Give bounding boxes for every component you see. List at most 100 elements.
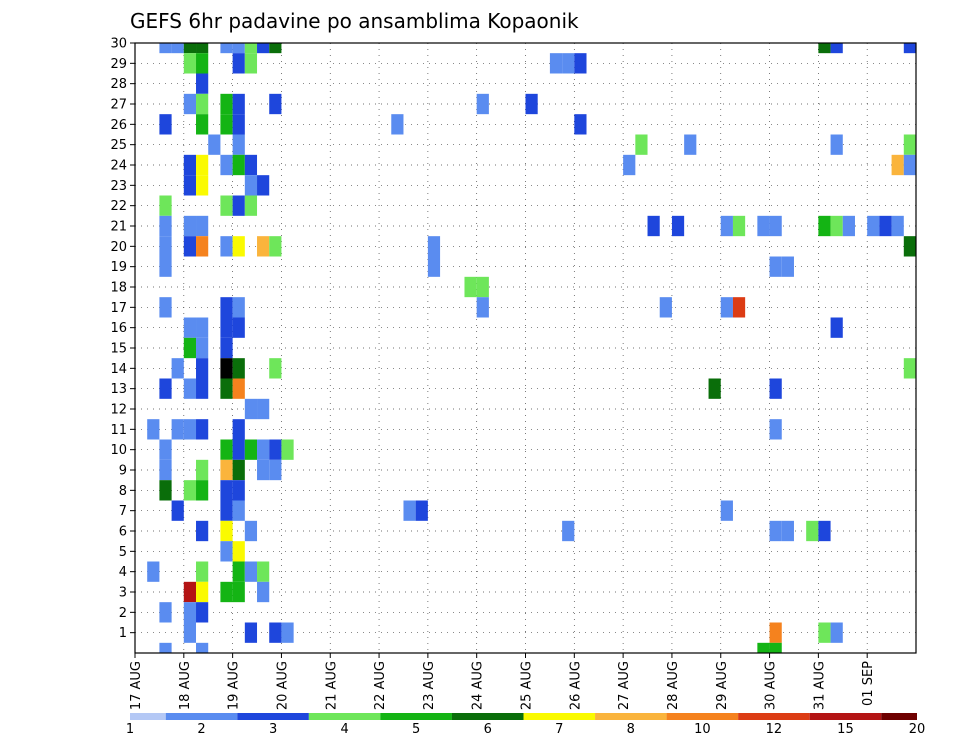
y-tick-label: 17 xyxy=(110,301,127,316)
heatmap-cell xyxy=(269,93,282,115)
heatmap-cell xyxy=(464,276,477,298)
heatmap-cell xyxy=(830,317,843,338)
heatmap-cell xyxy=(830,622,843,643)
heatmap-cell xyxy=(232,154,245,176)
heatmap-cell xyxy=(183,154,197,176)
y-tick-label: 30 xyxy=(110,37,127,52)
heatmap-cell xyxy=(269,236,282,257)
y-axis-ticks: 1234567891011121314151617181920212223242… xyxy=(110,37,135,641)
heatmap-cell xyxy=(171,43,184,54)
heatmap-cell xyxy=(476,276,489,298)
heatmap-cell xyxy=(720,215,733,237)
heatmap-cell xyxy=(891,215,904,237)
heatmap-cell xyxy=(171,500,184,521)
heatmap-cell xyxy=(769,642,782,653)
heatmap-cell xyxy=(671,215,685,237)
heatmap-cell xyxy=(232,581,245,603)
legend-swatch xyxy=(666,713,739,720)
heatmap-cell xyxy=(684,134,697,155)
y-tick-label: 11 xyxy=(110,423,127,438)
y-tick-label: 15 xyxy=(110,342,127,357)
heatmap-cell xyxy=(159,378,172,399)
heatmap-cell xyxy=(159,459,172,481)
heatmap-cell xyxy=(232,358,245,379)
heatmap-cell xyxy=(159,195,172,216)
heatmap-cell xyxy=(220,459,233,481)
heatmap-cell xyxy=(269,439,282,460)
heatmap-cell xyxy=(269,358,282,379)
heatmap-cell xyxy=(415,500,428,521)
y-tick-label: 23 xyxy=(110,179,127,194)
heatmap-cell xyxy=(257,43,270,54)
y-tick-label: 24 xyxy=(110,159,127,174)
y-tick-label: 22 xyxy=(110,199,127,214)
legend-swatch xyxy=(165,713,238,720)
heatmap-cell xyxy=(244,520,258,542)
heatmap-cell xyxy=(232,561,245,582)
heatmap-cell xyxy=(562,520,575,542)
heatmap-cell xyxy=(196,215,209,237)
heatmap-cell xyxy=(183,93,197,115)
y-tick-label: 12 xyxy=(110,403,127,418)
heatmap-cell xyxy=(830,43,843,54)
y-tick-label: 18 xyxy=(110,281,127,296)
heatmap-cell xyxy=(720,500,733,521)
heatmap-cell xyxy=(720,297,733,318)
heatmap-cell xyxy=(183,317,197,338)
heatmap-cell xyxy=(196,378,209,399)
heatmap-cell xyxy=(171,358,184,379)
x-tick-label: 29 AUG xyxy=(715,661,730,710)
y-tick-label: 27 xyxy=(110,98,127,113)
heatmap-cell xyxy=(196,73,209,94)
legend-swatch xyxy=(523,713,596,720)
x-tick-label: 28 AUG xyxy=(666,661,681,710)
heatmap-cell xyxy=(183,378,197,399)
heatmap-cell xyxy=(220,520,233,542)
y-tick-label: 6 xyxy=(119,525,127,540)
heatmap-cell xyxy=(403,500,416,521)
heatmap-cell xyxy=(220,43,233,54)
heatmap-cell xyxy=(781,256,794,277)
heatmap-cell xyxy=(232,53,245,74)
heatmap-cell xyxy=(903,43,916,54)
heatmap-cell xyxy=(769,622,782,643)
legend-label: 10 xyxy=(694,722,711,737)
heatmap-cell xyxy=(757,642,770,653)
heatmap-cell xyxy=(159,114,172,135)
heatmap-cell xyxy=(183,419,197,440)
heatmap-cell xyxy=(732,215,746,237)
heatmap-cell xyxy=(647,215,660,237)
legend-swatch xyxy=(380,713,452,720)
heatmap-cell xyxy=(244,439,258,460)
heatmap-cell xyxy=(244,622,258,643)
heatmap-cell xyxy=(159,642,172,653)
heatmap-cell xyxy=(159,480,172,501)
heatmap-cell xyxy=(244,398,258,420)
heatmap-cell xyxy=(220,236,233,257)
heatmap-cell xyxy=(183,480,197,501)
y-tick-label: 19 xyxy=(110,260,127,275)
heatmap-cell xyxy=(525,93,538,115)
heatmap-cell xyxy=(562,53,575,74)
x-tick-label: 23 AUG xyxy=(422,661,437,710)
heatmap-cell xyxy=(196,236,209,257)
legend-swatch xyxy=(308,713,381,720)
heatmap-cell xyxy=(232,236,245,257)
heatmap-cell xyxy=(220,480,233,501)
heatmap-cell xyxy=(269,622,282,643)
heatmap-cell xyxy=(903,358,916,379)
heatmap-cell xyxy=(281,439,294,460)
heatmap-cell xyxy=(257,236,270,257)
heatmap-cell xyxy=(220,439,233,460)
legend-label: 8 xyxy=(627,722,635,737)
heatmap-cell xyxy=(232,134,245,155)
heatmap-cell xyxy=(281,622,294,643)
heatmap-cell xyxy=(196,175,209,196)
heatmap-cell xyxy=(196,642,209,653)
heatmap-cell xyxy=(708,378,721,399)
heatmap-cell xyxy=(818,520,831,542)
y-tick-label: 2 xyxy=(119,606,127,621)
heatmap-cell xyxy=(232,93,245,115)
heatmap-cell xyxy=(183,337,197,359)
heatmap-cell xyxy=(879,215,892,237)
